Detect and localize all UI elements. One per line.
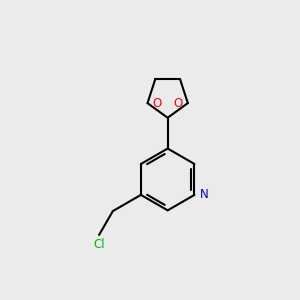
Text: N: N — [200, 188, 208, 201]
Text: O: O — [152, 97, 162, 110]
Text: Cl: Cl — [93, 238, 105, 251]
Text: O: O — [174, 97, 183, 110]
